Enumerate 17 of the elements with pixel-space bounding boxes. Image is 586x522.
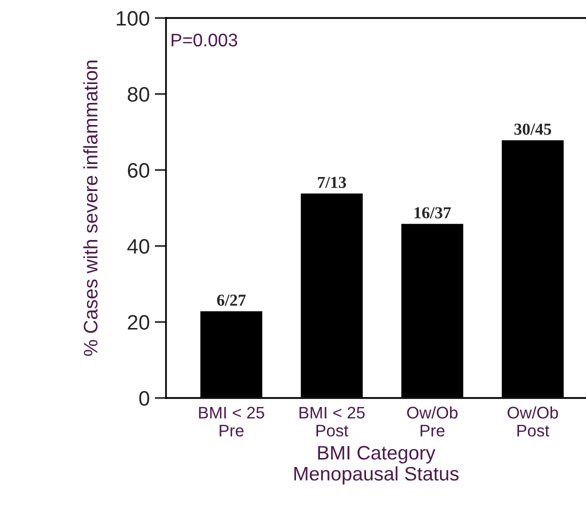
x-tick-label: BMI < 25 Post (300, 406, 365, 437)
y-tick-label: 80 (128, 87, 150, 102)
data-label: 30/45 (514, 124, 552, 135)
y-tick-label: 60 (128, 163, 150, 178)
x-tick-label: Ow/Ob Post (508, 406, 558, 437)
y-tick-label: 0 (139, 391, 150, 406)
y-tick-label: 40 (127, 239, 150, 254)
y-tick-label: 100 (116, 11, 150, 26)
data-label: 16/37 (414, 207, 451, 218)
annotation: P=0.003 (172, 34, 238, 46)
x-tick-label: Ow/Ob Pre (407, 406, 458, 437)
x-tick-label: BMI < 25 Pre (199, 406, 264, 437)
y-tick-label: 20 (128, 315, 150, 330)
y-axis-title: % Cases with severe inflammation (83, 60, 98, 356)
data-label: 6/27 (217, 294, 246, 306)
x-axis-title: BMI Category Menopausal Status (294, 446, 459, 484)
data-label: 7/13 (318, 176, 346, 188)
